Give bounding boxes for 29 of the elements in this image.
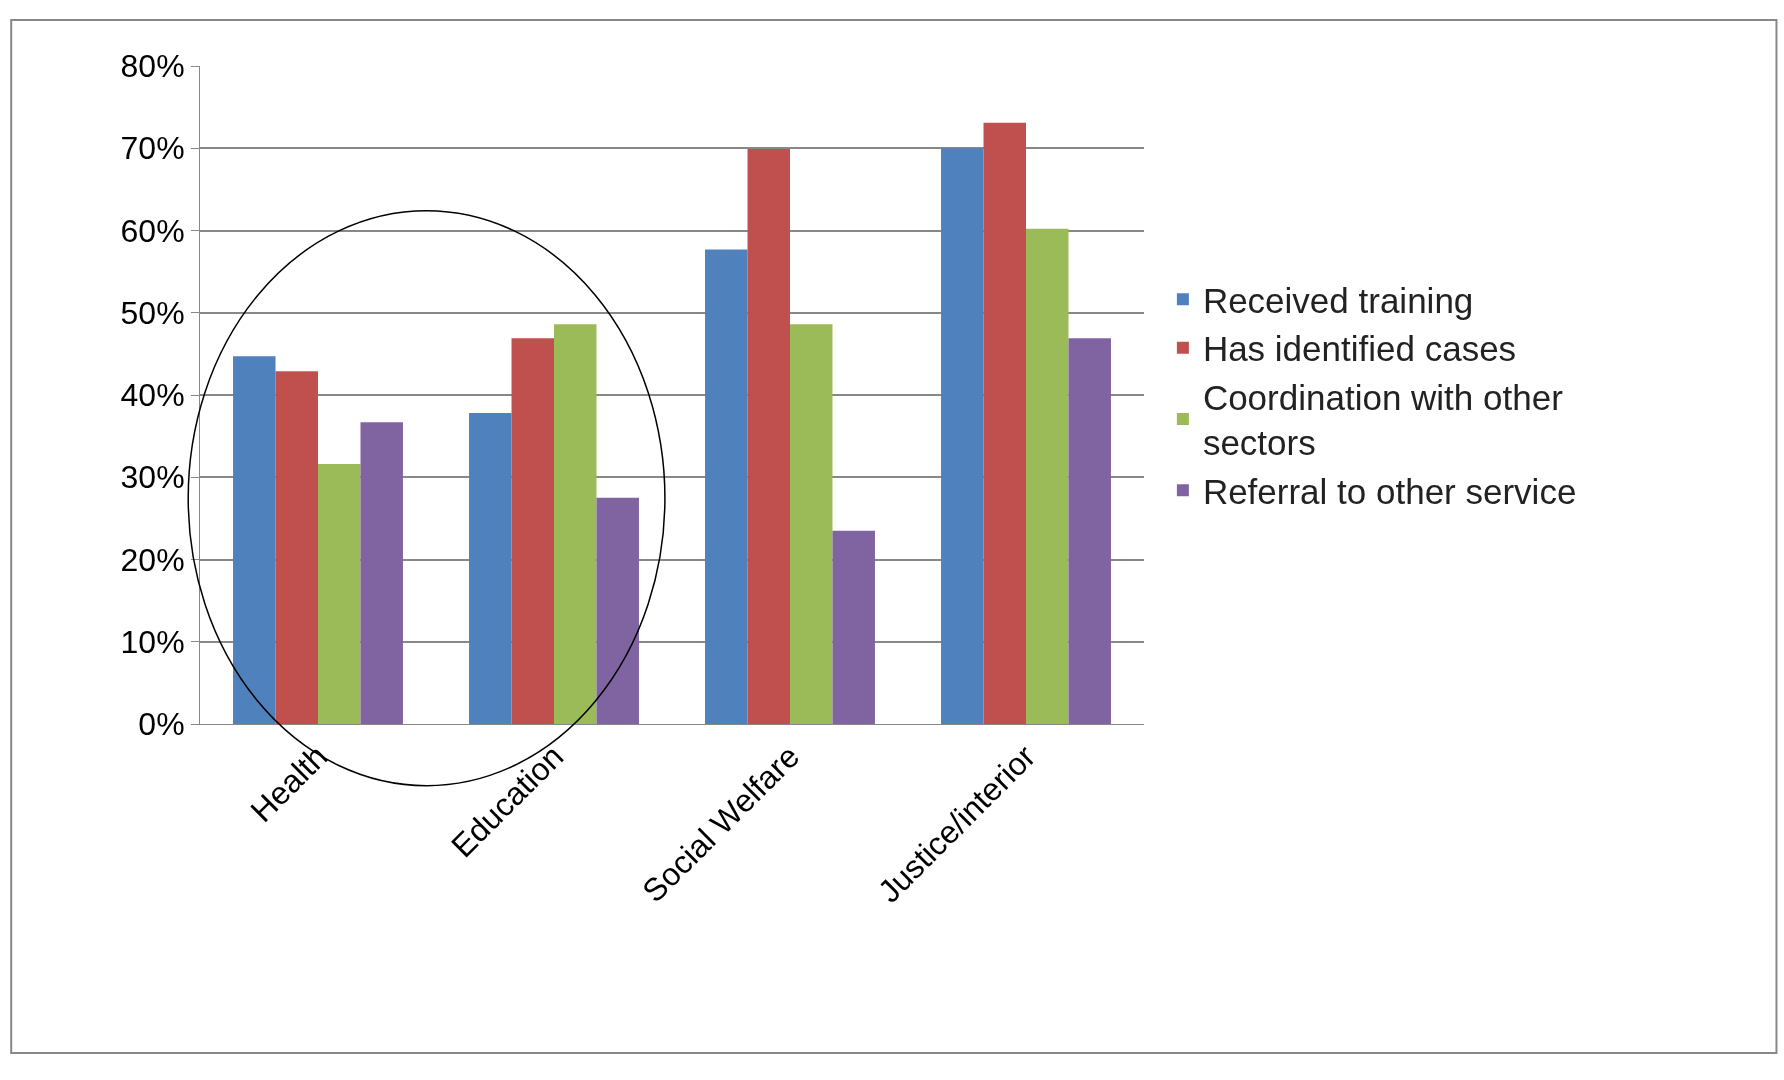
y-tick-label: 80% xyxy=(120,48,185,85)
bar xyxy=(747,149,790,724)
legend-label: Received training xyxy=(1202,280,1474,320)
legend-label: Coordination with other sectors xyxy=(1202,377,1564,463)
y-tick-label: 50% xyxy=(120,294,185,331)
y-tick-label: 20% xyxy=(120,541,185,578)
bar xyxy=(1026,228,1069,724)
legend-label: Referral to other service xyxy=(1202,471,1577,511)
bar xyxy=(511,338,554,724)
bar xyxy=(554,324,597,724)
bar xyxy=(318,464,361,724)
bar xyxy=(275,371,318,724)
legend-label: Has identified cases xyxy=(1202,329,1517,369)
bar xyxy=(941,148,984,724)
bar xyxy=(705,249,748,724)
bar xyxy=(360,422,403,724)
bar xyxy=(832,530,875,724)
y-tick-label: 40% xyxy=(120,377,185,414)
y-tick-label: 0% xyxy=(138,706,185,743)
y-tick-label: 70% xyxy=(120,130,185,167)
y-tick-label: 10% xyxy=(120,623,185,660)
bar xyxy=(469,413,512,724)
bar xyxy=(1068,338,1111,724)
bar xyxy=(983,122,1026,724)
y-tick-label: 30% xyxy=(120,459,185,496)
bar xyxy=(233,356,276,724)
bar xyxy=(790,324,833,724)
y-tick-label: 60% xyxy=(120,212,185,249)
bar xyxy=(596,497,639,724)
